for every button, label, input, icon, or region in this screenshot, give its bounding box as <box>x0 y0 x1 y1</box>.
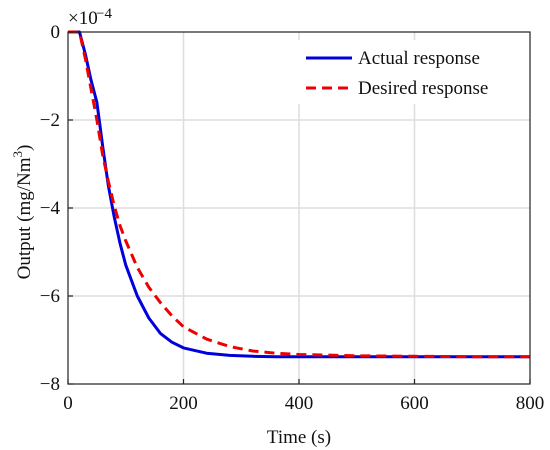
legend-label-actual: Actual response <box>358 48 480 69</box>
y-tick-label: −2 <box>40 110 60 131</box>
x-tick-label: 400 <box>285 393 314 414</box>
y-axis-title-main: Output (mg/Nm <box>14 157 35 279</box>
ticks: 0 200 400 600 800 0 −2 −4 −6 −8 <box>40 22 544 414</box>
x-tick-label: 600 <box>400 393 429 414</box>
y-tick-label: −8 <box>40 374 60 395</box>
y-axis-title-close: ) <box>14 145 35 151</box>
legend: Actual response Desired response <box>296 40 524 104</box>
svg-text:Output (mg/Nm3): Output (mg/Nm3) <box>10 145 35 280</box>
y-axis-title: Output (mg/Nm3) <box>10 145 35 280</box>
x-tick-label: 800 <box>516 393 545 414</box>
x-axis-title: Time (s) <box>267 427 331 448</box>
y-tick-label: 0 <box>51 22 61 43</box>
x-tick-label: 0 <box>63 393 73 414</box>
y-multiplier: ×10 −4 <box>68 6 112 29</box>
legend-label-desired: Desired response <box>358 78 488 99</box>
y-tick-label: −6 <box>40 286 60 307</box>
y-multiplier-base: ×10 <box>68 8 98 29</box>
x-tick-label: 200 <box>169 393 198 414</box>
legend-box <box>296 40 524 104</box>
series-layer <box>68 30 530 359</box>
y-multiplier-exponent: −4 <box>96 6 112 22</box>
y-tick-label: −4 <box>40 198 61 219</box>
series-line-actual <box>68 30 530 359</box>
y-axis-title-sup: 3 <box>10 151 25 158</box>
